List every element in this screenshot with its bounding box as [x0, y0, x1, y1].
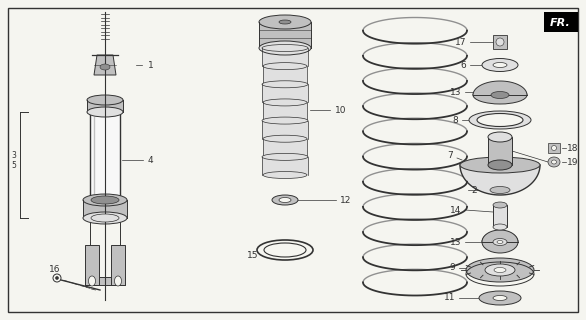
Bar — [262, 157, 308, 175]
Bar — [493, 205, 507, 227]
Ellipse shape — [485, 264, 515, 276]
Ellipse shape — [460, 157, 540, 173]
Ellipse shape — [466, 258, 534, 282]
Bar — [111, 245, 125, 285]
Text: 13: 13 — [449, 87, 461, 97]
Text: 12: 12 — [340, 196, 352, 204]
Ellipse shape — [91, 196, 119, 204]
Ellipse shape — [114, 276, 121, 286]
Ellipse shape — [496, 38, 504, 46]
Bar — [544, 12, 578, 32]
Text: 1: 1 — [148, 60, 154, 69]
Ellipse shape — [262, 81, 308, 88]
Ellipse shape — [497, 241, 503, 244]
Ellipse shape — [493, 62, 507, 68]
Text: 4: 4 — [148, 156, 154, 164]
Ellipse shape — [83, 212, 127, 224]
Ellipse shape — [491, 92, 509, 99]
Ellipse shape — [482, 231, 518, 253]
Ellipse shape — [257, 240, 313, 260]
Text: 10: 10 — [335, 106, 346, 115]
Ellipse shape — [493, 238, 507, 245]
Ellipse shape — [488, 132, 512, 142]
Ellipse shape — [493, 202, 507, 208]
Ellipse shape — [100, 64, 110, 70]
Text: 2: 2 — [471, 186, 477, 195]
Ellipse shape — [493, 224, 507, 230]
Bar — [263, 102, 307, 121]
Bar — [262, 48, 308, 66]
Text: 15: 15 — [247, 251, 259, 260]
Ellipse shape — [87, 107, 123, 117]
Ellipse shape — [279, 20, 291, 24]
Text: 13: 13 — [449, 237, 461, 246]
Ellipse shape — [259, 15, 311, 29]
Bar — [87, 100, 123, 112]
Ellipse shape — [494, 268, 506, 273]
Text: 19: 19 — [567, 157, 578, 166]
Ellipse shape — [263, 63, 307, 70]
Ellipse shape — [91, 214, 119, 222]
Ellipse shape — [548, 157, 560, 167]
Ellipse shape — [83, 194, 127, 206]
Bar — [548, 143, 560, 153]
Text: 18: 18 — [567, 143, 578, 153]
Bar — [262, 84, 308, 102]
Polygon shape — [94, 55, 116, 75]
Text: 3: 3 — [12, 150, 16, 159]
Text: 16: 16 — [49, 266, 61, 275]
Ellipse shape — [551, 160, 557, 164]
Bar — [259, 22, 311, 48]
Text: FR.: FR. — [550, 18, 570, 28]
Bar — [262, 121, 308, 139]
Text: 7: 7 — [447, 150, 453, 159]
Ellipse shape — [263, 99, 307, 106]
Ellipse shape — [87, 95, 123, 105]
Bar — [90, 112, 120, 215]
Bar — [263, 66, 307, 84]
Ellipse shape — [263, 135, 307, 142]
Ellipse shape — [473, 86, 527, 104]
Text: 14: 14 — [449, 205, 461, 214]
Ellipse shape — [56, 276, 59, 279]
Text: 6: 6 — [460, 60, 466, 69]
Text: 9: 9 — [449, 263, 455, 273]
Ellipse shape — [264, 243, 306, 257]
Bar — [83, 200, 127, 218]
Ellipse shape — [551, 146, 557, 150]
Ellipse shape — [259, 41, 311, 55]
Ellipse shape — [262, 44, 308, 52]
Ellipse shape — [490, 187, 510, 194]
Bar — [263, 139, 307, 157]
Ellipse shape — [262, 153, 308, 160]
Bar — [493, 35, 507, 49]
Ellipse shape — [263, 172, 307, 179]
Text: 17: 17 — [455, 37, 466, 46]
Text: 8: 8 — [452, 116, 458, 124]
Ellipse shape — [272, 195, 298, 205]
Text: 5: 5 — [12, 161, 16, 170]
Ellipse shape — [482, 59, 518, 71]
Polygon shape — [460, 165, 540, 195]
Ellipse shape — [53, 274, 61, 282]
Ellipse shape — [479, 291, 521, 305]
Text: 11: 11 — [444, 293, 455, 302]
Bar — [488, 137, 512, 165]
Ellipse shape — [279, 197, 291, 203]
Bar — [85, 245, 99, 285]
Ellipse shape — [88, 276, 96, 286]
Ellipse shape — [488, 160, 512, 170]
Ellipse shape — [469, 111, 531, 129]
Ellipse shape — [477, 114, 523, 126]
Bar — [85, 277, 125, 285]
Ellipse shape — [493, 295, 507, 300]
Ellipse shape — [262, 117, 308, 124]
